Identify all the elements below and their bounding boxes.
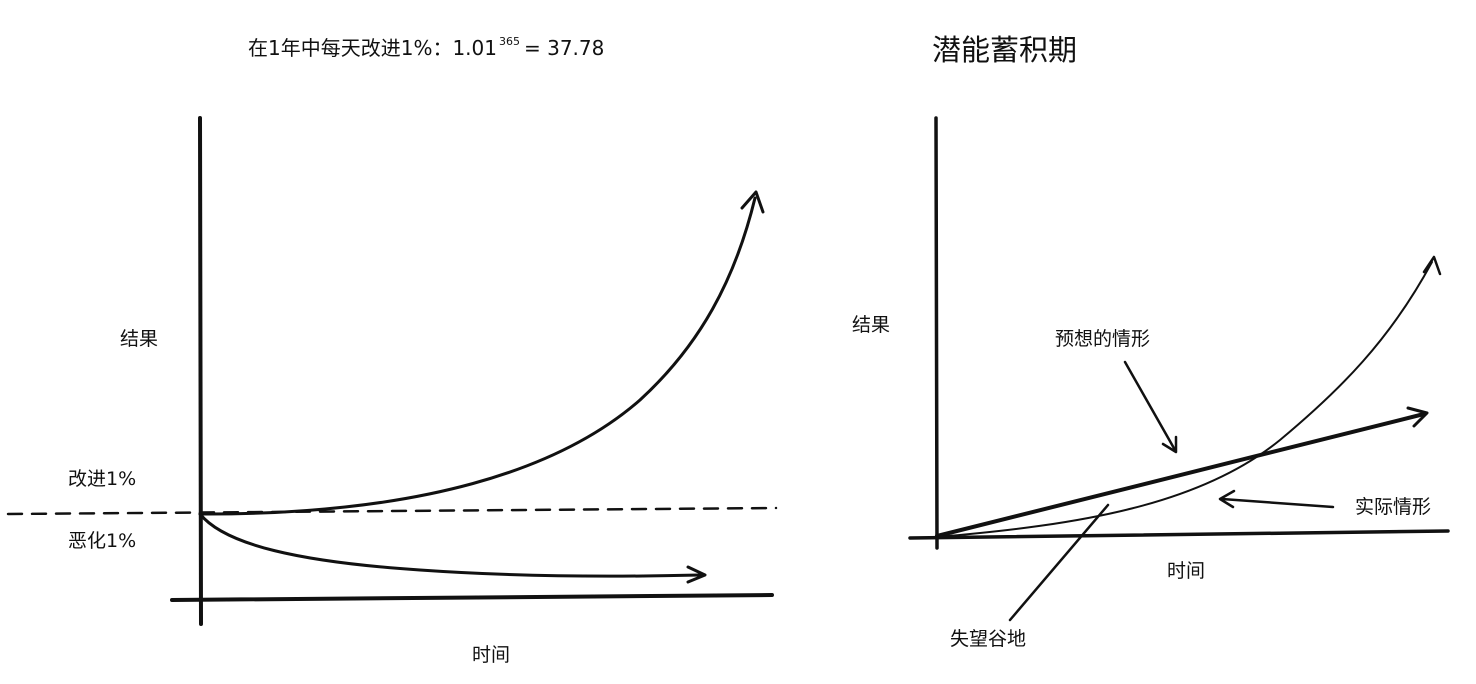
left-y-axis <box>198 116 203 626</box>
left-x-axis <box>170 593 774 602</box>
left-x-axis-label: 时间 <box>472 644 511 666</box>
actual-curve <box>936 261 1433 538</box>
left-title-exponent: 365 <box>498 35 520 48</box>
valley-pointer <box>1008 503 1110 622</box>
actual-pointer-head <box>1218 489 1236 509</box>
worsen-curve <box>198 512 702 578</box>
left-title-prefix: 在1年中每天改进1%：1.01 <box>248 36 497 60</box>
actual-pointer <box>1220 497 1335 509</box>
improve-label: 改进1% <box>68 468 137 490</box>
expected-label: 预想的情形 <box>1055 328 1151 350</box>
worsen-arrowhead <box>686 565 707 584</box>
expected-arrowhead <box>1406 406 1429 428</box>
expected-line <box>935 412 1426 538</box>
right-diagram <box>908 116 1450 622</box>
right-y-axis-label: 结果 <box>852 314 891 336</box>
right-y-axis <box>934 116 939 550</box>
improve-arrowhead <box>740 190 765 214</box>
improve-curve <box>198 196 757 516</box>
left-title-suffix: = 37.78 <box>523 36 605 60</box>
actual-arrowhead <box>1422 255 1442 276</box>
valley-label: 失望谷地 <box>950 628 1027 650</box>
expected-pointer <box>1123 360 1177 452</box>
actual-label: 实际情形 <box>1355 496 1432 518</box>
right-x-axis <box>908 529 1450 540</box>
right-title: 潜能蓄积期 <box>932 33 1078 67</box>
right-x-axis-label: 时间 <box>1167 560 1206 582</box>
expected-pointer-head <box>1161 435 1178 454</box>
worsen-label: 恶化1% <box>68 530 137 552</box>
left-y-axis-label: 结果 <box>120 328 159 350</box>
left-diagram <box>6 116 778 626</box>
left-baseline-dashed <box>6 506 778 516</box>
left-title: 在1年中每天改进1%：1.01 365 = 37.78 <box>248 36 604 58</box>
